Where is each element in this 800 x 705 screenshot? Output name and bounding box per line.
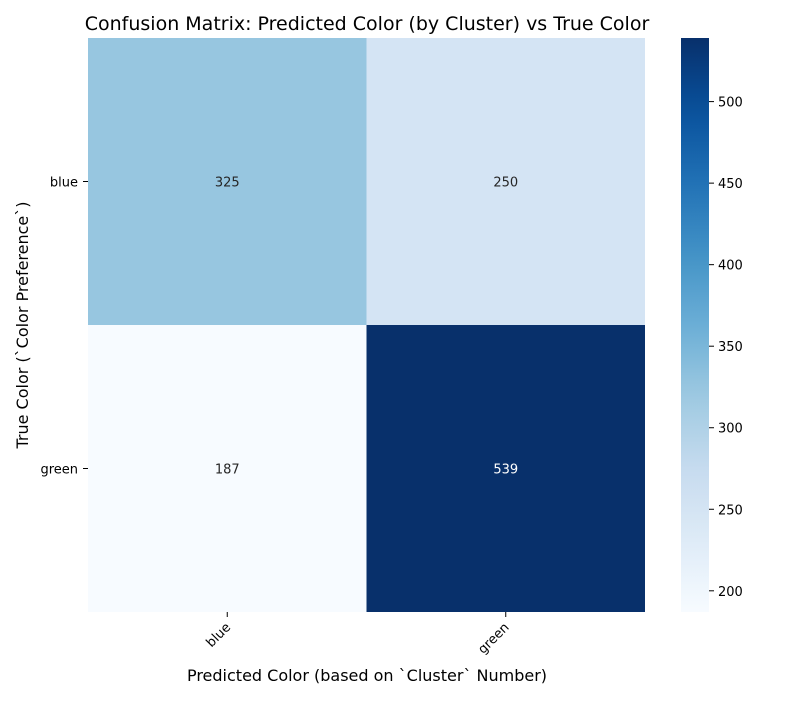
heatmap-cell: [88, 38, 367, 325]
colorbar-tick-label: 500: [718, 96, 743, 111]
heatmap-cell: [366, 325, 645, 612]
colorbar-tick-label: 450: [718, 177, 743, 192]
chart-title: Confusion Matrix: Predicted Color (by Cl…: [85, 13, 650, 35]
cell-value-label: 187: [215, 463, 240, 478]
cell-value-label: 250: [493, 176, 518, 191]
y-tick-label: green: [40, 463, 78, 478]
y-axis-title: True Color (`Color Preference`): [13, 201, 32, 449]
colorbar-tick-label: 200: [718, 585, 743, 600]
x-axis-title: Predicted Color (based on `Cluster` Numb…: [187, 666, 547, 685]
heatmap-cell: [366, 38, 645, 325]
cell-value-label: 325: [215, 176, 240, 191]
y-tick-label: blue: [50, 176, 78, 191]
colorbar-tick-label: 300: [718, 422, 743, 437]
heatmap-cell: [88, 325, 367, 612]
colorbar-tick-label: 350: [718, 340, 743, 355]
colorbar-tick-label: 250: [718, 503, 743, 518]
x-tick-label: blue: [204, 620, 234, 650]
colorbar: [681, 38, 709, 612]
x-tick-label: green: [475, 620, 512, 657]
cell-value-label: 539: [493, 463, 518, 478]
colorbar-tick-label: 400: [718, 259, 743, 274]
